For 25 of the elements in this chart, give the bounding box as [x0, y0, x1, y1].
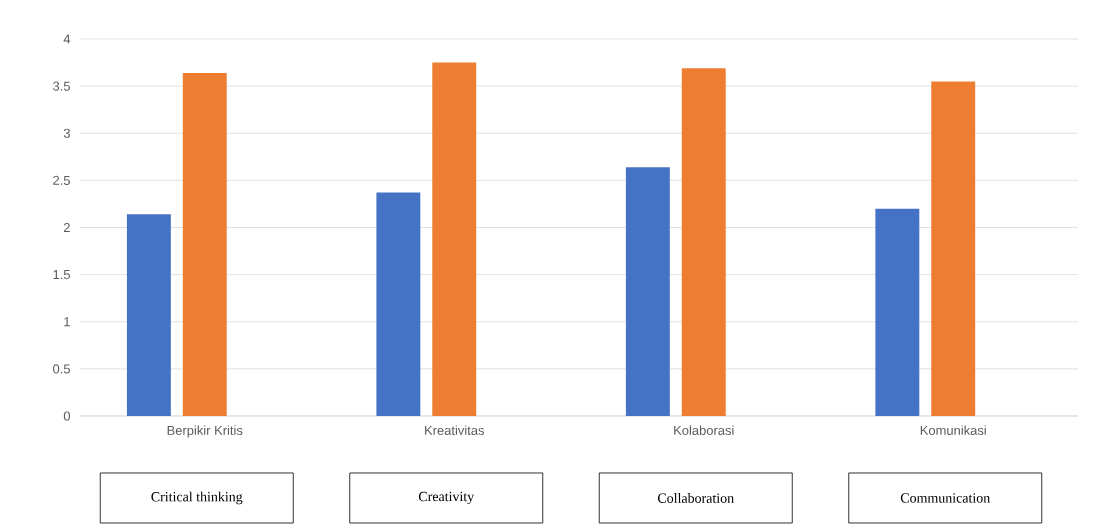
bar — [625, 167, 670, 416]
x-tick-label: Kreativitas — [425, 425, 485, 435]
y-tick-label: 1 — [64, 317, 70, 327]
x-tick-label: Komunikasi — [920, 425, 986, 435]
bar — [931, 81, 976, 416]
bar — [432, 62, 477, 416]
y-tick-label: 2 — [63, 222, 70, 233]
bar — [875, 208, 920, 416]
text: Collaboration — [657, 493, 734, 503]
bar — [376, 192, 421, 416]
x-tick-label: Berpikir Kritis — [167, 425, 243, 438]
y-tick-label: 3.5 — [53, 81, 70, 91]
x-tick-label: Kolaborasi — [674, 425, 734, 435]
y-tick-label: 0 — [63, 411, 71, 421]
y-tick-label: 0.5 — [53, 364, 70, 374]
y-tick-label: 4 — [63, 34, 71, 44]
bar — [126, 214, 171, 416]
text: Communication — [900, 493, 990, 503]
text: Critical thinking — [151, 491, 243, 505]
y-tick-label: 2.5 — [53, 175, 70, 185]
y-tick-label: 1.5 — [53, 270, 70, 280]
bar — [182, 72, 227, 416]
y-tick-label: 3 — [63, 128, 70, 138]
text: Creativity — [418, 491, 475, 505]
bar — [681, 68, 726, 416]
